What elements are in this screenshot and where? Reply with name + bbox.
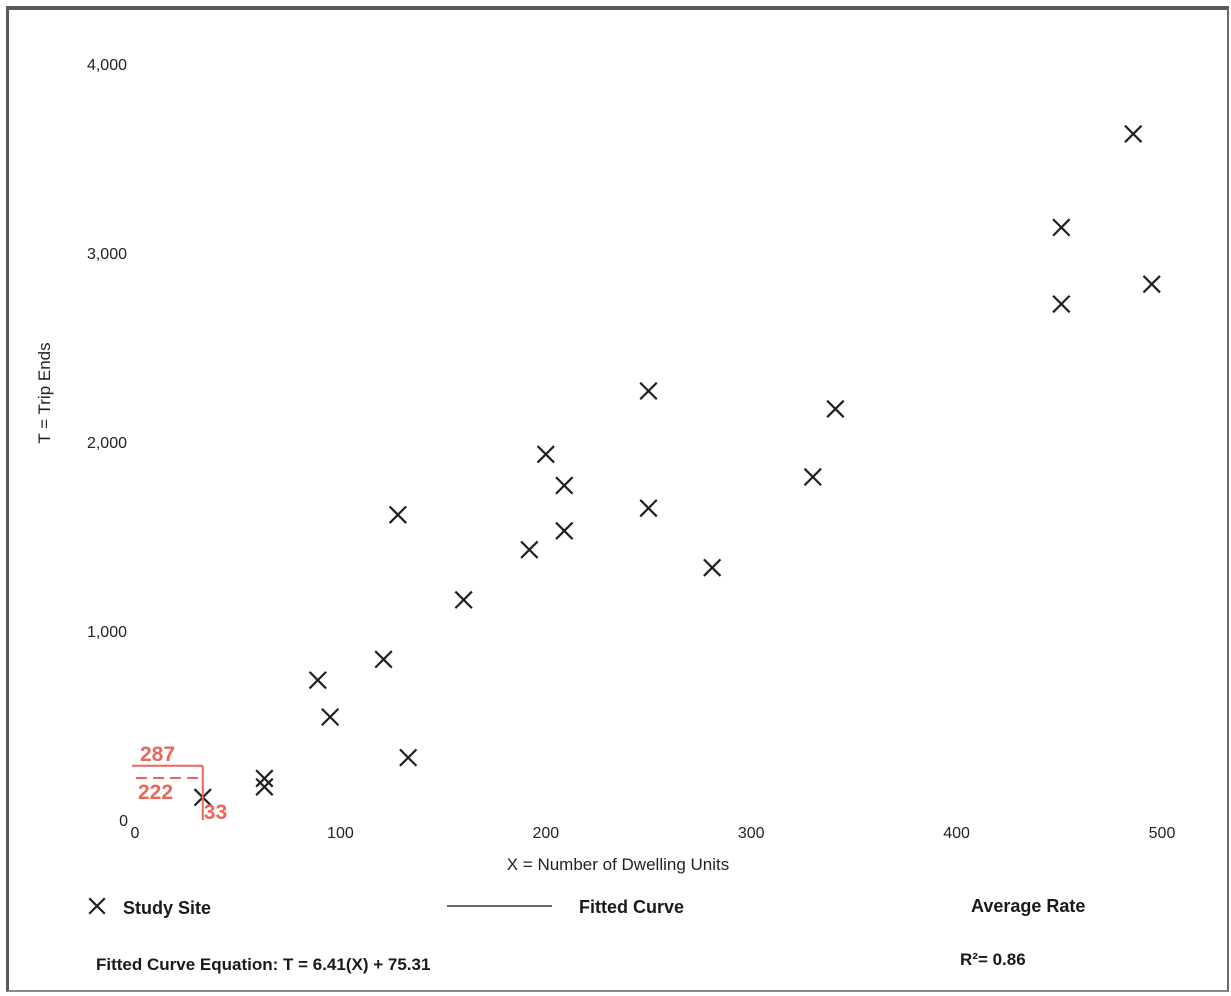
- x-axis-ticks: 0 100 200 300 400 500: [131, 825, 1176, 842]
- data-point: [536, 445, 555, 464]
- x-tick-label-300: 300: [738, 825, 765, 842]
- legend-average-rate: Average Rate: [971, 896, 1086, 916]
- r-squared: R²= 0.86: [960, 950, 1026, 969]
- y-tick-label-1000: 1,000: [87, 624, 127, 641]
- data-point: [555, 521, 574, 540]
- data-point: [639, 381, 658, 401]
- annotation-label-222: 222: [138, 781, 173, 804]
- annotation-group: 287 222 33: [132, 743, 227, 824]
- annotation-label-287: 287: [140, 743, 175, 766]
- y-axis-ticks: 0 1,000 2,000 3,000 4,000: [87, 57, 128, 830]
- legend-fitted-curve: Fitted Curve: [579, 897, 685, 917]
- data-point: [555, 476, 574, 495]
- data-point: [255, 769, 274, 788]
- data-points: [193, 124, 1161, 807]
- data-point: [308, 671, 327, 690]
- x-tick-label-200: 200: [532, 825, 559, 842]
- data-point: [1052, 294, 1071, 314]
- y-tick-label-2000: 2,000: [87, 435, 127, 452]
- data-point: [255, 777, 274, 796]
- data-point: [1142, 275, 1161, 294]
- data-point: [826, 399, 845, 418]
- annotation-label-33: 33: [204, 801, 227, 824]
- y-tick-label-0: 0: [119, 813, 128, 830]
- legend-study-site-marker: [88, 897, 106, 915]
- fitted-curve-equation: Fitted Curve Equation: T = 6.41(X) + 75.…: [96, 955, 431, 974]
- data-point: [399, 748, 418, 767]
- data-point: [1124, 124, 1143, 143]
- data-point: [703, 558, 722, 577]
- x-tick-label-400: 400: [943, 825, 970, 842]
- chart-frame: [6, 6, 1229, 992]
- data-point: [639, 499, 658, 518]
- x-tick-label-500: 500: [1149, 825, 1176, 842]
- data-point: [520, 540, 539, 559]
- y-tick-label-3000: 3,000: [87, 246, 127, 263]
- data-point: [374, 650, 393, 669]
- y-tick-label-4000: 4,000: [87, 57, 127, 74]
- y-axis-label: T = Trip Ends: [35, 342, 54, 443]
- x-axis-label: X = Number of Dwelling Units: [507, 855, 730, 874]
- data-point: [388, 505, 407, 524]
- legend-study-site: Study Site: [123, 898, 212, 918]
- data-point: [1052, 218, 1071, 237]
- data-point: [321, 707, 340, 727]
- x-tick-label-100: 100: [327, 825, 354, 842]
- data-point: [454, 590, 473, 609]
- x-tick-label-0: 0: [131, 825, 140, 842]
- data-point: [803, 467, 822, 487]
